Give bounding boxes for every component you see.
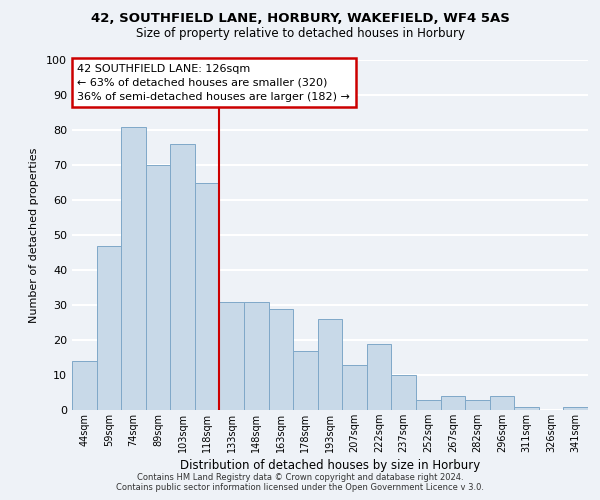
Bar: [121, 126, 146, 410]
Bar: [416, 400, 440, 410]
Bar: [318, 319, 342, 410]
Bar: [563, 406, 588, 410]
Bar: [465, 400, 490, 410]
Bar: [170, 144, 195, 410]
Bar: [293, 350, 318, 410]
Bar: [490, 396, 514, 410]
Bar: [195, 182, 220, 410]
Text: Contains HM Land Registry data © Crown copyright and database right 2024.
Contai: Contains HM Land Registry data © Crown c…: [116, 473, 484, 492]
Bar: [342, 364, 367, 410]
X-axis label: Distribution of detached houses by size in Horbury: Distribution of detached houses by size …: [180, 459, 480, 472]
Y-axis label: Number of detached properties: Number of detached properties: [29, 148, 39, 322]
Text: 42 SOUTHFIELD LANE: 126sqm
← 63% of detached houses are smaller (320)
36% of sem: 42 SOUTHFIELD LANE: 126sqm ← 63% of deta…: [77, 64, 350, 102]
Bar: [440, 396, 465, 410]
Bar: [97, 246, 121, 410]
Bar: [269, 308, 293, 410]
Bar: [220, 302, 244, 410]
Bar: [244, 302, 269, 410]
Text: Size of property relative to detached houses in Horbury: Size of property relative to detached ho…: [136, 28, 464, 40]
Text: 42, SOUTHFIELD LANE, HORBURY, WAKEFIELD, WF4 5AS: 42, SOUTHFIELD LANE, HORBURY, WAKEFIELD,…: [91, 12, 509, 26]
Bar: [391, 375, 416, 410]
Bar: [367, 344, 391, 410]
Bar: [514, 406, 539, 410]
Bar: [72, 361, 97, 410]
Bar: [146, 165, 170, 410]
